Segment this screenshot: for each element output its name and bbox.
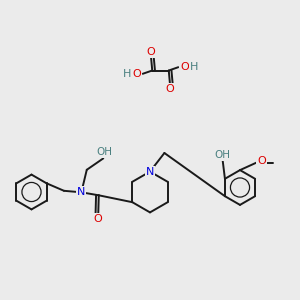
Text: O: O — [257, 156, 266, 166]
Text: H: H — [123, 69, 131, 79]
Text: O: O — [94, 214, 103, 224]
Text: O: O — [180, 62, 189, 72]
Text: O: O — [132, 69, 141, 79]
Text: O: O — [146, 47, 155, 58]
Text: N: N — [146, 167, 154, 177]
Text: OH: OH — [96, 147, 112, 157]
Text: O: O — [166, 83, 175, 94]
Text: N: N — [77, 187, 86, 197]
Text: H: H — [190, 62, 198, 72]
Text: OH: OH — [214, 150, 230, 160]
